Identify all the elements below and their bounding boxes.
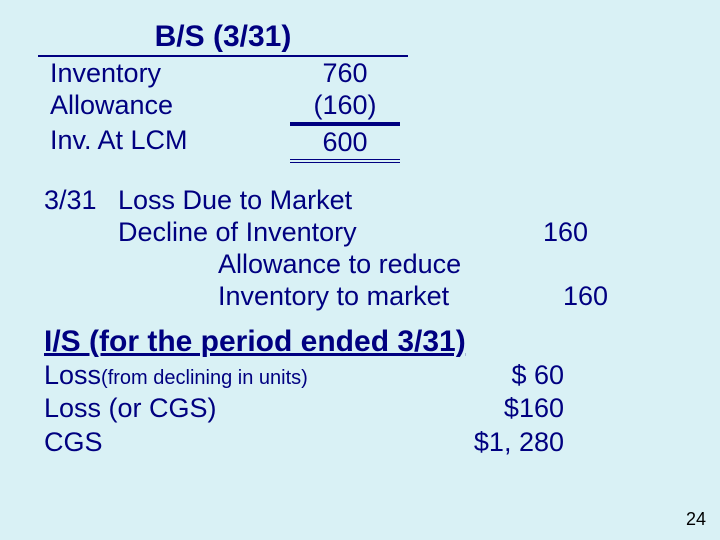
je-debit-amount: 160 xyxy=(518,217,588,249)
je-credit-account-l2: Inventory to market xyxy=(118,281,468,313)
is-row-cgs: CGS $1, 280 xyxy=(38,426,682,460)
bs-value: 760 xyxy=(290,57,400,89)
is-label: Loss (or CGS) xyxy=(44,392,434,426)
je-debit-account-l2: Decline of Inventory xyxy=(118,217,518,249)
bs-title: B/S (3/31) xyxy=(38,20,408,57)
bs-value: 600 xyxy=(290,124,400,163)
is-label: CGS xyxy=(44,426,434,460)
je-credit-account-l1: Allowance to reduce xyxy=(118,249,468,281)
bs-value: (160) xyxy=(290,89,400,123)
is-label: Loss(from declining in units) xyxy=(44,359,434,393)
bs-label: Inventory xyxy=(50,57,290,89)
slide: B/S (3/31) Inventory 760 Allowance (160)… xyxy=(0,0,720,540)
bs-row-lcm: Inv. At LCM 600 xyxy=(38,124,428,163)
is-sublabel: (from declining in units) xyxy=(101,367,308,389)
is-title: I/S (for the period ended 3/31) xyxy=(44,325,682,359)
bs-label: Allowance xyxy=(50,89,290,123)
bs-row-allowance: Allowance (160) xyxy=(38,89,428,123)
je-date: 3/31 xyxy=(38,185,118,217)
is-value: $ 60 xyxy=(434,359,564,393)
is-row-loss-cgs: Loss (or CGS) $160 xyxy=(38,392,682,426)
is-value: $160 xyxy=(434,392,564,426)
bs-row-inventory: Inventory 760 xyxy=(38,57,428,89)
is-row-loss-units: Loss(from declining in units) $ 60 xyxy=(38,359,682,393)
page-number: 24 xyxy=(686,509,706,530)
je-credit-amount: 160 xyxy=(538,281,608,313)
bs-label: Inv. At LCM xyxy=(50,124,290,163)
is-value: $1, 280 xyxy=(434,426,564,460)
je-debit-account-l1: Loss Due to Market xyxy=(118,185,518,217)
journal-entry: 3/31 Loss Due to Market Decline of Inven… xyxy=(38,185,682,312)
